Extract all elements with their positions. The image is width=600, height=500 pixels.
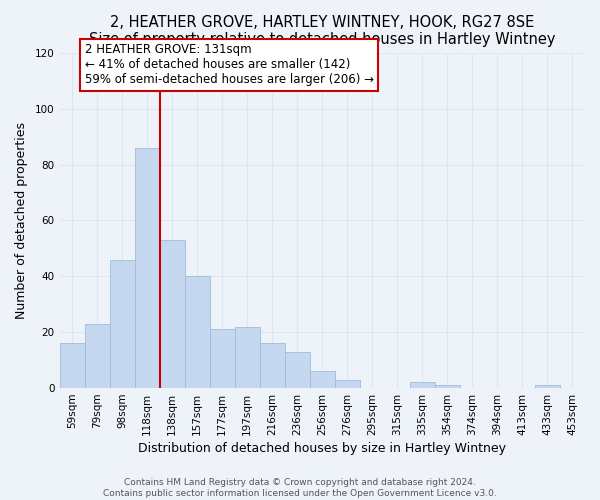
Bar bbox=[59, 344, 85, 388]
Bar bbox=[209, 330, 235, 388]
Bar bbox=[335, 380, 360, 388]
Bar bbox=[535, 386, 560, 388]
Bar bbox=[435, 386, 460, 388]
X-axis label: Distribution of detached houses by size in Hartley Wintney: Distribution of detached houses by size … bbox=[138, 442, 506, 455]
Bar bbox=[134, 148, 160, 388]
Y-axis label: Number of detached properties: Number of detached properties bbox=[15, 122, 28, 319]
Bar bbox=[285, 352, 310, 388]
Text: Contains HM Land Registry data © Crown copyright and database right 2024.
Contai: Contains HM Land Registry data © Crown c… bbox=[103, 478, 497, 498]
Bar bbox=[410, 382, 435, 388]
Title: 2, HEATHER GROVE, HARTLEY WINTNEY, HOOK, RG27 8SE
Size of property relative to d: 2, HEATHER GROVE, HARTLEY WINTNEY, HOOK,… bbox=[89, 15, 556, 48]
Bar bbox=[110, 260, 134, 388]
Bar bbox=[85, 324, 110, 388]
Bar bbox=[185, 276, 209, 388]
Bar bbox=[235, 326, 260, 388]
Text: 2 HEATHER GROVE: 131sqm
← 41% of detached houses are smaller (142)
59% of semi-d: 2 HEATHER GROVE: 131sqm ← 41% of detache… bbox=[85, 44, 374, 86]
Bar bbox=[160, 240, 185, 388]
Bar bbox=[310, 372, 335, 388]
Bar bbox=[260, 344, 285, 388]
